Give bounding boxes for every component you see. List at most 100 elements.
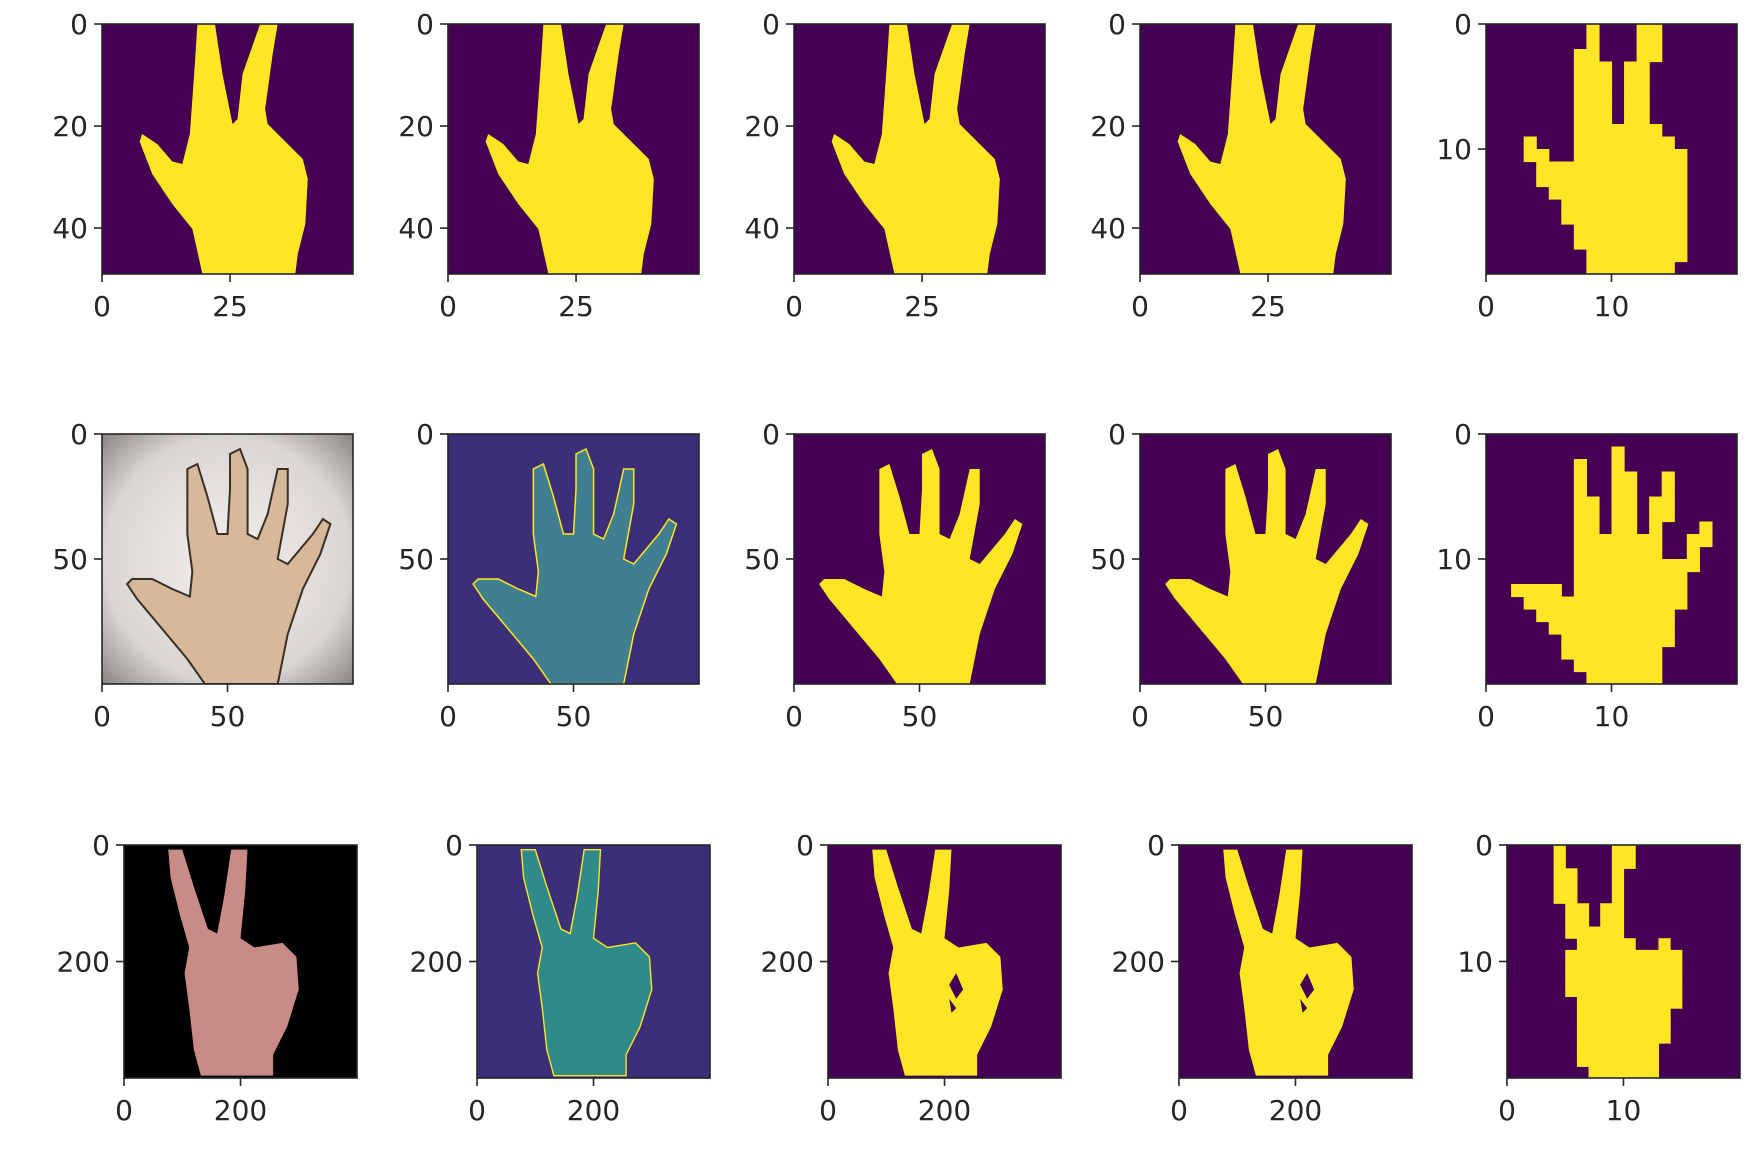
mask-pixel — [1598, 224, 1613, 238]
mask-pixel — [1686, 559, 1700, 573]
mask-pixel — [1636, 211, 1650, 225]
mask-pixel — [1588, 1054, 1601, 1067]
mask-pixel — [1649, 136, 1663, 150]
mask-pixel — [1598, 99, 1613, 113]
x-tick-label: 0 — [468, 1094, 486, 1127]
mask-pixel — [1561, 621, 1575, 635]
mask-pixel — [1611, 174, 1625, 188]
mask-pixel — [1658, 938, 1671, 951]
mask-pixel — [1611, 124, 1625, 138]
panel-r2c1: 0 50 0 50 — [52, 418, 354, 733]
mask-pixel — [1588, 938, 1601, 951]
mask-hole — [949, 973, 964, 999]
mask-pixel — [1624, 199, 1638, 213]
x-tick-label: 0 — [1477, 290, 1495, 323]
mask-pixel — [1661, 621, 1675, 635]
y-tick-label: 0 — [1108, 8, 1126, 41]
hand-shape — [1177, 24, 1346, 274]
mask-pixel — [1565, 891, 1578, 904]
mask-pixel — [1600, 973, 1613, 986]
hand-shape — [168, 849, 299, 1076]
mask-pixel — [1649, 261, 1663, 274]
mask-pixel — [1661, 149, 1675, 163]
mask-pixel — [1573, 49, 1587, 63]
mask-pixel — [1586, 174, 1600, 188]
mask-pixel — [1600, 926, 1613, 939]
y-tick-label: 0 — [416, 418, 434, 451]
mask-pixel — [1586, 509, 1600, 523]
mask-pixel — [1611, 621, 1625, 635]
mask-pixel — [1611, 646, 1625, 660]
panel-r3c4: 0 200 0 200 — [1112, 829, 1413, 1127]
mask-pixel — [1576, 984, 1590, 998]
mask-pixel — [1646, 1008, 1660, 1021]
mask-pixel — [1565, 914, 1578, 928]
x-tick-label: 25 — [558, 290, 594, 323]
y-tick-label: 200 — [410, 946, 463, 979]
mask-pixel — [1586, 546, 1600, 560]
mask-pixel — [1624, 174, 1638, 188]
mask-pixel — [1636, 596, 1650, 610]
mask-pixel — [1623, 973, 1636, 986]
y-tick-label: 40 — [744, 212, 780, 245]
panel-r1c5: 0 10 0 10 — [1436, 8, 1738, 323]
mask-pixel — [1686, 534, 1700, 548]
mask-pixel — [1658, 984, 1671, 998]
mask-pixel — [1658, 1019, 1671, 1032]
mask-pixel — [1624, 61, 1638, 75]
mask-pixel — [1661, 496, 1675, 510]
mask-pixel — [1586, 559, 1600, 573]
mask-pixel — [1611, 634, 1625, 648]
x-tick-label: 0 — [1477, 700, 1495, 733]
mask-pixel — [1624, 261, 1638, 274]
mask-pixel — [1624, 621, 1638, 635]
y-tick-label: 0 — [416, 8, 434, 41]
axes-frame — [1139, 23, 1392, 275]
mask-pixel — [1611, 609, 1625, 623]
mask-pixel — [1600, 1054, 1613, 1067]
mask-pixel — [1624, 211, 1638, 225]
mask-pixel — [1649, 559, 1663, 573]
mask-pixel — [1636, 161, 1650, 175]
mask-pixel — [1624, 99, 1638, 113]
mask-pixel — [1649, 634, 1663, 648]
y-tick-label: 50 — [52, 543, 88, 576]
mask-pixel — [1624, 136, 1638, 150]
mask-pixel — [1661, 484, 1675, 498]
mask-pixel — [1611, 186, 1625, 200]
mask-pixel — [1611, 903, 1625, 916]
mask-pixel — [1661, 571, 1675, 585]
x-tick-label: 0 — [785, 700, 803, 733]
mask-pixel — [1674, 249, 1688, 263]
mask-pixel — [1636, 111, 1650, 125]
y-tick-label: 20 — [398, 110, 434, 143]
mask-pixel — [1646, 1066, 1660, 1078]
panel-r1c2: 0 25 0 20 40 — [398, 8, 700, 323]
mask-pixel — [1624, 596, 1638, 610]
mask-pixel — [1611, 659, 1625, 673]
mask-pixel — [1573, 224, 1587, 238]
mask-pixel — [1573, 571, 1587, 585]
x-tick-label: 200 — [567, 1094, 620, 1127]
mask-pixel — [1624, 111, 1638, 125]
y-tick-label: 0 — [1108, 418, 1126, 451]
mask-pixel — [1649, 36, 1663, 50]
mask-pixel — [1624, 86, 1638, 100]
mask-pixel — [1636, 124, 1650, 138]
mask-pixel — [1586, 634, 1600, 648]
y-tick-label: 200 — [57, 946, 110, 979]
mask-pixel — [1598, 534, 1613, 548]
mask-pixel — [1588, 973, 1601, 986]
mask-pixel — [1598, 161, 1613, 175]
mask-pixel — [1611, 161, 1625, 175]
mask-pixel — [1635, 1054, 1648, 1067]
mask-pixel — [1536, 161, 1550, 175]
mask-pixel — [1649, 584, 1663, 598]
mask-pixel — [1536, 174, 1550, 188]
mask-pixel — [1600, 1031, 1613, 1044]
mask-pixel — [1588, 996, 1601, 1009]
mask-pixel — [1611, 571, 1625, 585]
mask-pixel — [1611, 879, 1625, 893]
mask-pixel — [1600, 961, 1613, 974]
mask-pixel — [1611, 1031, 1625, 1044]
